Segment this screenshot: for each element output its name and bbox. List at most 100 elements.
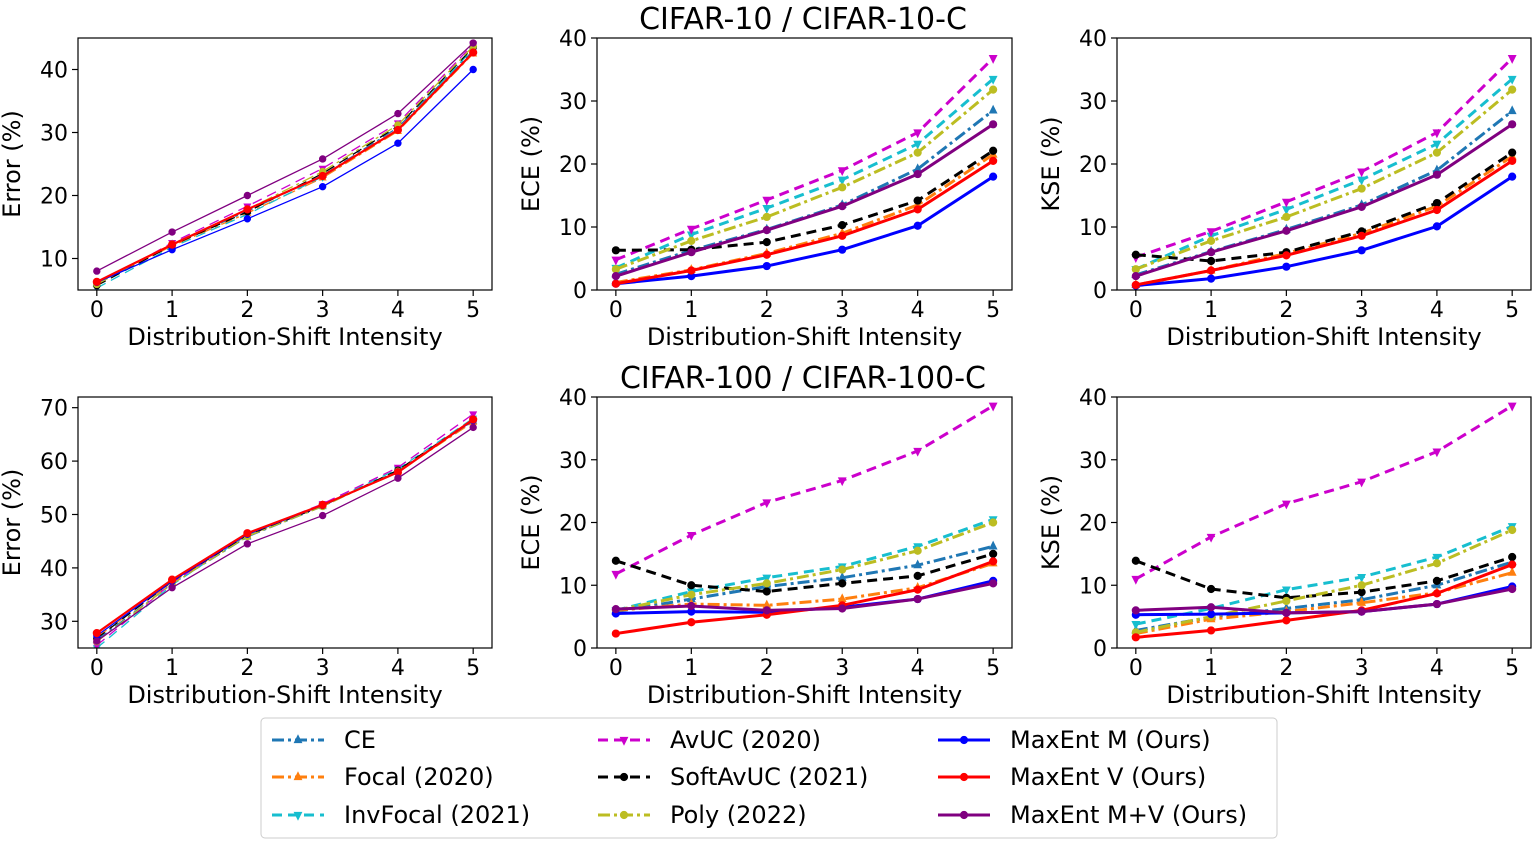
axes-frame xyxy=(77,396,493,649)
data-point-invfocal-2021 xyxy=(913,140,923,150)
series-line-poly-2022 xyxy=(1135,88,1514,271)
data-point-maxent-m-ours xyxy=(762,261,771,271)
data-point-maxent-m-v-ours xyxy=(913,169,922,179)
data-point-poly-2022 xyxy=(1432,148,1442,157)
x-tick-label: 3 xyxy=(835,298,849,323)
series-line-avuc-2020 xyxy=(1135,57,1514,259)
data-point-invfocal-2021 xyxy=(1507,75,1517,85)
data-point-avuc-2020 xyxy=(837,167,847,177)
data-point-avuc-2020 xyxy=(1507,55,1517,64)
x-tick-label: 0 xyxy=(609,298,623,323)
x-tick-label: 5 xyxy=(466,656,480,681)
series-line-maxent-m-v-ours xyxy=(1135,587,1513,615)
plot-area xyxy=(92,411,478,648)
y-tick-label: 30 xyxy=(40,122,68,147)
series-line-softavuc-2021 xyxy=(615,552,994,594)
series-line-poly-2022 xyxy=(615,521,994,612)
data-point-poly-2022 xyxy=(1508,85,1517,94)
legend-item-invfocal: InvFocal (2021) xyxy=(272,801,530,829)
data-point-poly-2022 xyxy=(913,546,922,555)
legend-label: MaxEnt V (Ours) xyxy=(1010,763,1206,791)
data-point-softavuc-2021 xyxy=(1508,148,1517,157)
row-title-cifar10: CIFAR-10 / CIFAR-10-C xyxy=(639,2,967,37)
series-line-avuc-2020 xyxy=(96,43,474,286)
data-point-maxent-v-ours xyxy=(92,277,101,286)
data-point-invfocal-2021 xyxy=(1131,621,1141,630)
data-point-maxent-m-ours xyxy=(1432,222,1442,231)
data-point-maxent-v-ours xyxy=(1508,156,1517,165)
y-tick-label: 10 xyxy=(40,248,68,273)
legend-item-maxmv: MaxEnt M+V (Ours) xyxy=(938,801,1247,829)
data-point-maxent-v-ours xyxy=(167,575,177,584)
series-line-ce xyxy=(615,544,994,614)
legend: CE Focal (2020) InvFocal (2021) AvUC (2020)… xyxy=(260,717,1278,839)
data-point-avuc-2020 xyxy=(837,477,847,487)
x-axis-label: Distribution-Shift Intensity xyxy=(127,323,442,351)
y-tick-label: 30 xyxy=(1079,449,1107,474)
data-point-maxent-v-ours xyxy=(913,205,922,214)
legend-item-maxv: MaxEnt V (Ours) xyxy=(938,763,1206,791)
series-line-avuc-2020 xyxy=(615,57,995,262)
x-tick-label: 3 xyxy=(316,656,330,681)
data-point-maxent-m-ours xyxy=(394,139,402,147)
subplot-1-1: 0 1 2 3 4 5 0 10 20 30 40 Distribution-Shift Intens… xyxy=(517,386,1013,709)
data-point-avuc-2020 xyxy=(686,531,696,541)
x-tick-label: 5 xyxy=(466,298,480,323)
y-tick-label: 40 xyxy=(1079,386,1107,411)
data-point-maxent-m-v-ours xyxy=(1432,170,1442,179)
data-point-softavuc-2021 xyxy=(989,146,998,155)
series-line-softavuc-2021 xyxy=(1135,555,1513,600)
legend-label: MaxEnt M+V (Ours) xyxy=(1010,801,1247,829)
data-point-softavuc-2021 xyxy=(838,579,847,588)
x-tick-label: 3 xyxy=(835,656,849,681)
data-point-maxent-m-v-ours xyxy=(762,606,771,615)
legend-marker xyxy=(959,772,969,782)
y-axis-label: KSE (%) xyxy=(1037,116,1065,211)
data-point-maxent-v-ours xyxy=(243,205,252,214)
data-point-maxent-m-v-ours xyxy=(243,191,252,200)
x-tick-label: 4 xyxy=(391,298,405,323)
data-point-maxent-v-ours xyxy=(167,240,177,249)
x-tick-label: 5 xyxy=(986,298,1000,323)
data-point-avuc-2020 xyxy=(1507,402,1517,412)
x-tick-label: 2 xyxy=(1279,656,1293,681)
data-point-maxent-v-ours xyxy=(1282,616,1291,625)
subplot-0-0: 0 1 2 3 4 5 10 20 30 40 Distribution-Shift Intensi… xyxy=(0,37,493,351)
y-tick-label: 20 xyxy=(1079,153,1107,178)
series-line-maxent-m-ours xyxy=(96,69,474,284)
data-point-poly-2022 xyxy=(1357,581,1366,590)
data-point-maxent-m-ours xyxy=(1206,274,1216,283)
data-point-invfocal-2021 xyxy=(762,574,772,584)
data-point-softavuc-2021 xyxy=(1131,250,1140,259)
data-point-maxent-v-ours xyxy=(1282,251,1291,260)
data-point-avuc-2020 xyxy=(686,225,696,235)
data-point-maxent-m-v-ours xyxy=(168,228,176,236)
data-point-maxent-m-v-ours xyxy=(989,579,998,588)
series-line-softavuc-2021 xyxy=(96,47,474,287)
data-point-maxent-m-v-ours xyxy=(1508,120,1517,129)
x-tick-label: 3 xyxy=(316,298,330,323)
data-point-maxent-m-v-ours xyxy=(1206,248,1216,257)
legend-marker xyxy=(293,734,303,744)
data-point-maxent-m-v-ours xyxy=(168,583,176,592)
legend-label: Focal (2020) xyxy=(344,763,494,791)
legend-marker xyxy=(293,811,303,821)
data-point-softavuc-2021 xyxy=(1432,576,1442,585)
data-point-maxent-v-ours xyxy=(989,557,998,566)
data-point-poly-2022 xyxy=(1282,212,1291,222)
series-line-maxent-v-ours xyxy=(1135,563,1513,639)
data-point-avuc-2020 xyxy=(762,196,772,206)
x-tick-label: 1 xyxy=(165,656,179,681)
data-point-maxent-m-ours xyxy=(1508,172,1517,181)
series-line-invfocal-2021 xyxy=(96,48,474,289)
x-tick-label: 4 xyxy=(911,298,925,323)
series-line-maxent-m-v-ours xyxy=(1135,123,1514,278)
x-tick-label: 2 xyxy=(240,656,254,681)
x-tick-label: 2 xyxy=(760,656,774,681)
data-point-maxent-m-v-ours xyxy=(318,155,327,163)
data-point-avuc-2020 xyxy=(1281,500,1291,510)
plot-area xyxy=(1131,55,1517,290)
data-point-maxent-m-v-ours xyxy=(1432,599,1442,609)
y-tick-label: 0 xyxy=(1093,279,1107,304)
